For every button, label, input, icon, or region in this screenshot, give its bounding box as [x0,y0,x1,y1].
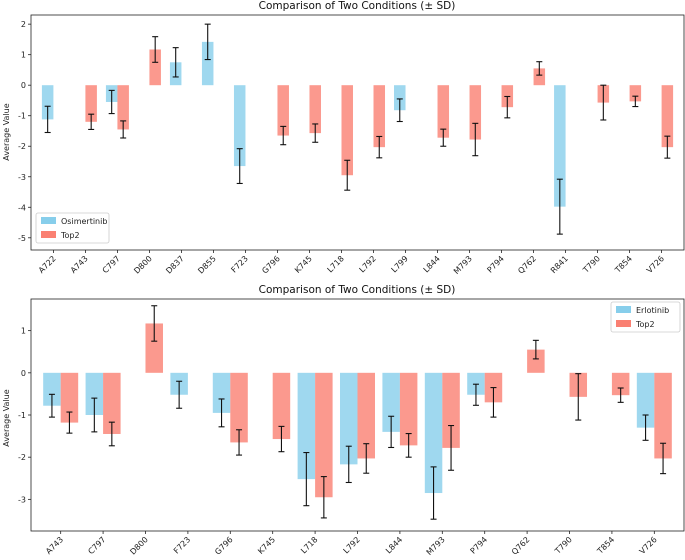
bar-erlotinib-a743 [43,372,61,406]
y-tick-label: 0 [21,369,26,378]
y-axis-label: Average Value [2,103,11,160]
y-tick-label: -5 [18,234,26,243]
y-tick-label: -4 [18,203,26,212]
y-tick-label: 1 [21,51,26,60]
chart-bottom: Comparison of Two Conditions (± SD) Aver… [2,284,685,557]
bar-erlotinib-l718 [297,372,316,480]
y-tick-label: 1 [21,327,26,336]
legend-swatch-osimertinib [41,217,56,224]
y-tick-label: -1 [18,411,26,420]
bar-top2-g796 [277,85,289,136]
bar-top2-v726 [654,372,672,459]
bar-top2-m793 [469,85,482,140]
legend-label-top2: Top2 [635,320,655,329]
bar-osimertinib-l799 [394,85,406,111]
bar-top2-k745 [309,85,321,134]
legend-label-osimertinib: Osimertinib [61,217,107,226]
y-tick-label: 0 [21,81,26,90]
legend-swatch-top2 [41,231,56,238]
axis-ticks: -5 -4 -3 -2 -1 0 1 2 [18,20,31,243]
bar-erlotinib-g796 [212,372,231,413]
bar-top2-l844 [437,85,450,138]
y-axis-label: Average Value [2,389,11,446]
bar-erlotinib-m793 [424,372,443,494]
bar-osimertinib-d855 [201,41,214,86]
bar-osimertinib-r841 [554,85,566,207]
y-tick-label: -2 [18,453,26,462]
chart-title: Comparison of Two Conditions (± SD) [259,0,456,12]
bar-top2-l718 [315,372,333,498]
bar-top2-l792 [357,372,375,459]
bar-top2-k745 [272,372,291,440]
legend-label-erlotinib: Erlotinib [636,306,669,315]
chart-top: Comparison of Two Conditions (± SD) Aver… [2,0,685,276]
y-tick-label: -1 [18,112,26,121]
bar-top2-a743 [85,85,97,122]
bar-top2-d800 [149,49,161,86]
bar-top2-c797 [117,85,129,130]
bar-top2-q762 [533,68,546,86]
legend-label-top2: Top2 [60,231,80,240]
bar-top2-m793 [442,372,460,448]
bar-top2-l718 [341,85,353,176]
axis-ticks: -3 -2 -1 0 1 [18,327,31,504]
legend: Osimertinib Top2 [35,212,110,244]
y-tick-label: -2 [18,142,26,151]
error-bars [48,305,667,520]
bar-top2-g796 [230,372,248,443]
bar-erlotinib-c797 [85,372,104,415]
bar-top2-t854 [629,85,642,102]
legend-swatch-top2 [616,320,631,327]
bar-osimertinib-a722 [41,85,54,120]
error-bars [44,23,671,235]
bar-top2-l844 [399,372,418,446]
bar-erlotinib-l792 [340,372,358,465]
y-tick-label: -3 [18,173,26,182]
chart-title: Comparison of Two Conditions (± SD) [259,284,456,296]
bar-erlotinib-v726 [636,372,655,428]
bar-top2-a743 [60,372,79,423]
bars [43,323,672,498]
bar-top2-t854 [611,372,630,396]
bar-erlotinib-l844 [382,372,400,432]
bar-top2-v726 [661,85,674,148]
bar-top2-d800 [145,323,163,373]
bar-top2-l792 [373,85,386,148]
bar-top2-q762 [527,349,545,373]
legend-swatch-erlotinib [616,306,631,313]
legend: Erlotinib Top2 [610,301,681,333]
plot-frame [30,14,685,251]
y-tick-label: 2 [21,20,26,29]
bar-top2-c797 [103,372,121,434]
bar-osimertinib-f723 [233,85,246,167]
y-tick-label: -3 [18,495,26,504]
